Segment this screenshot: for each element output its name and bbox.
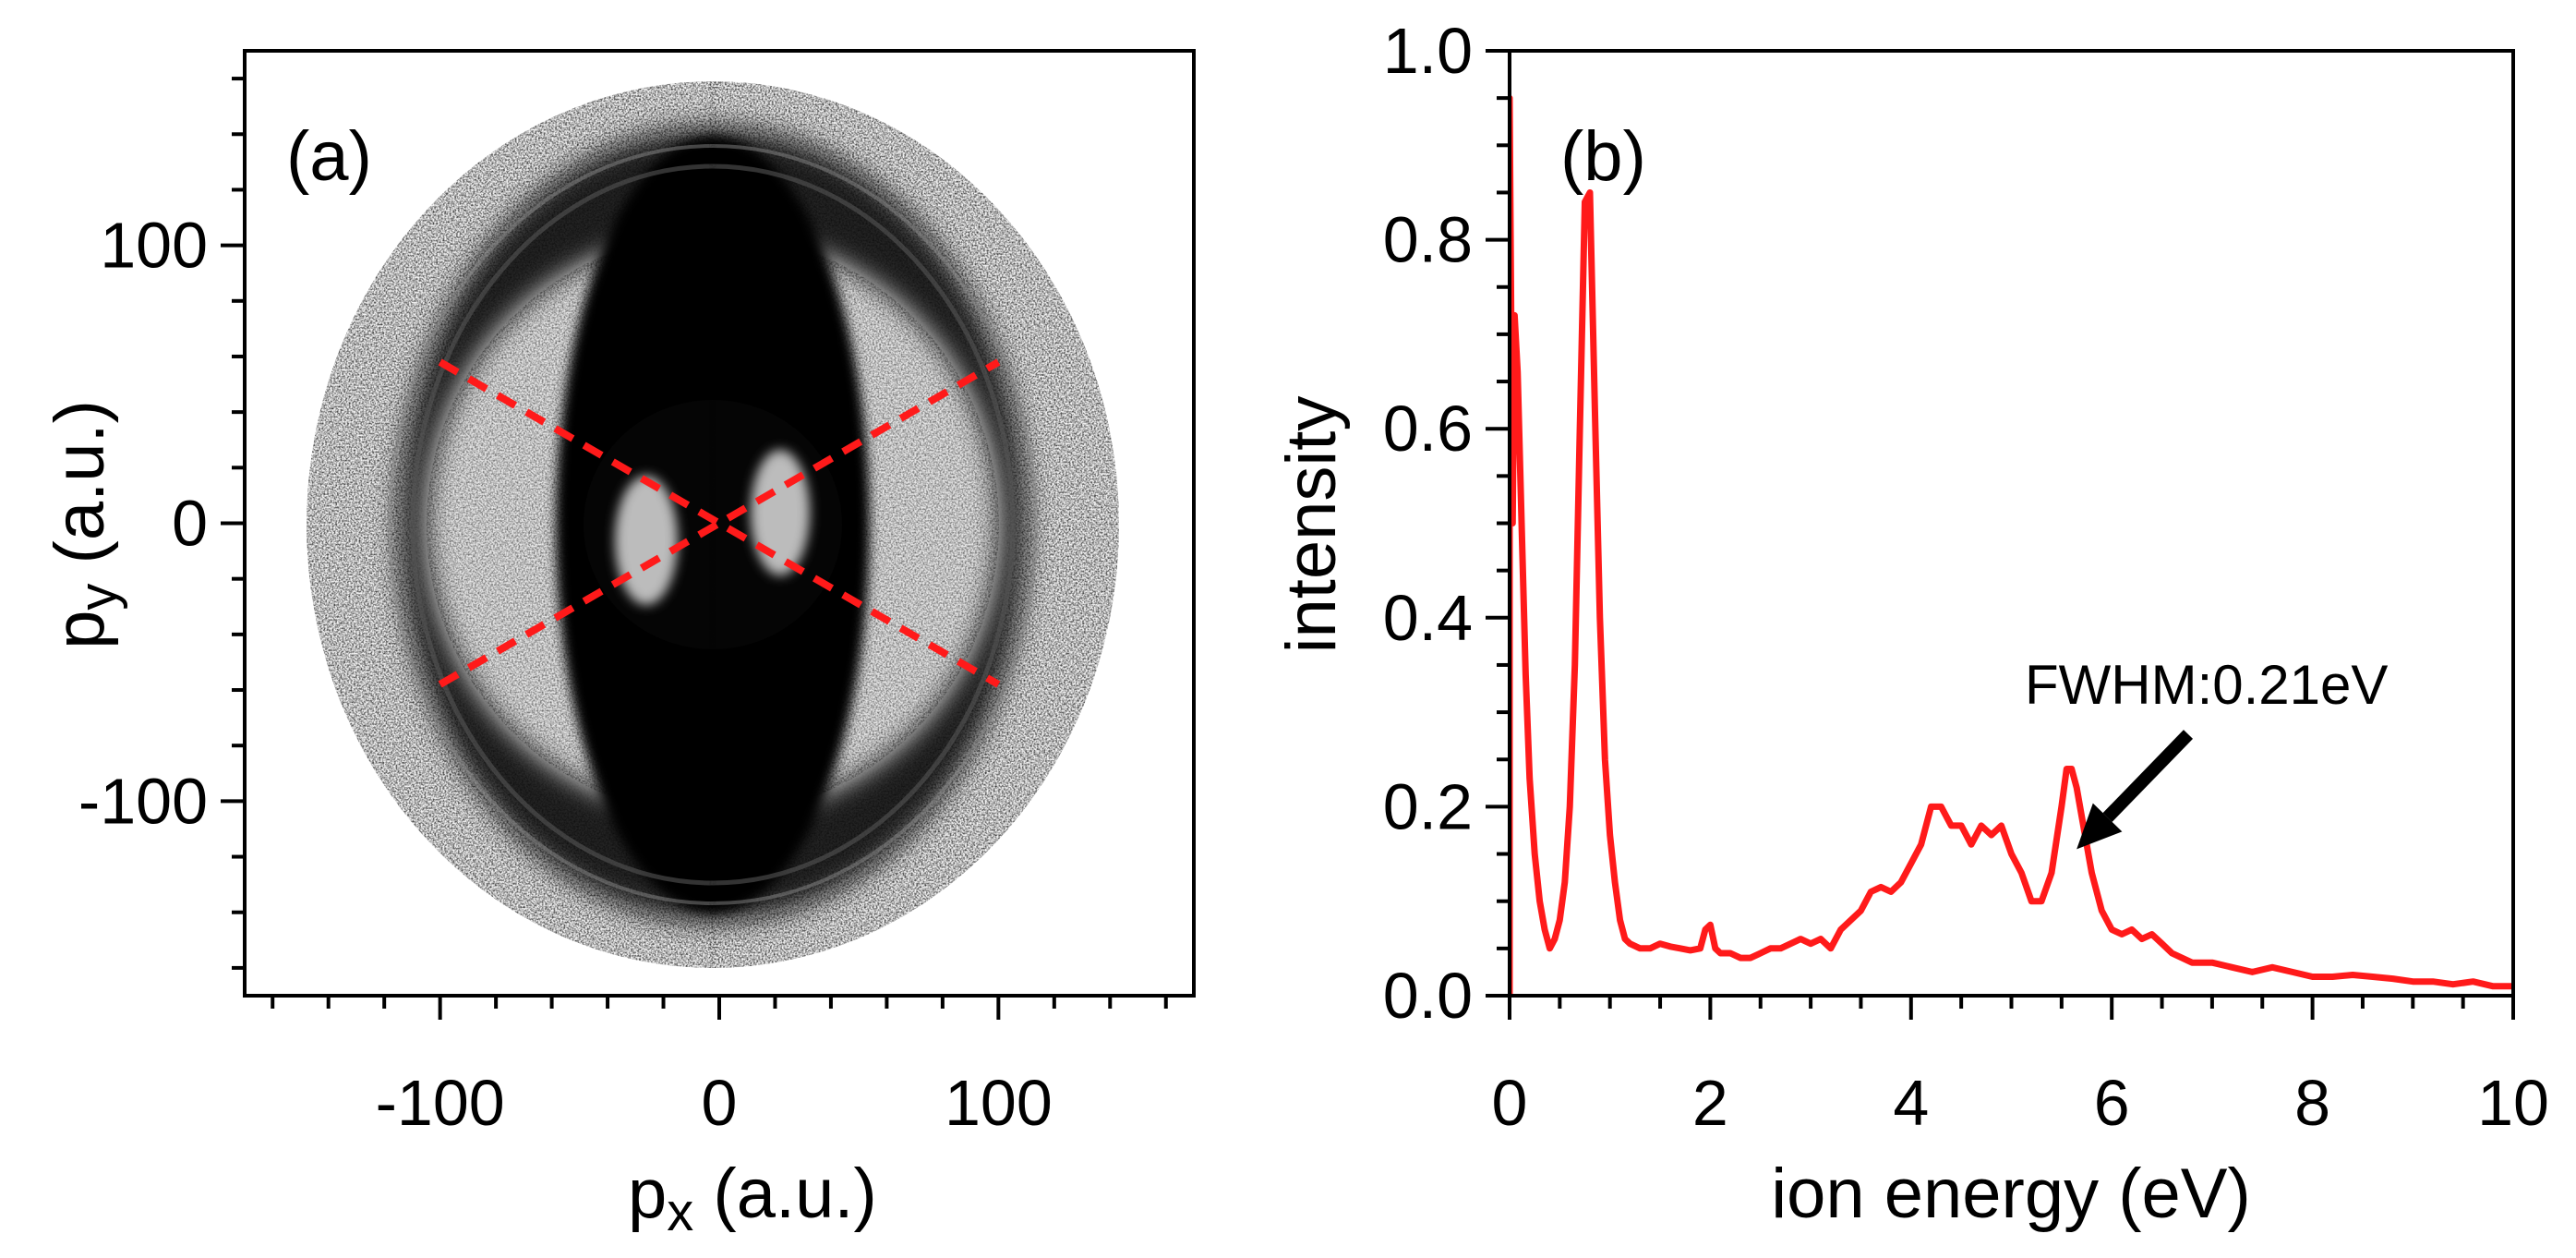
x-tick-label: 0: [1492, 1067, 1528, 1139]
y-tick-label: 0.4: [1383, 582, 1473, 654]
panel-b-label: (b): [1560, 117, 1646, 196]
arrow-shaft: [2102, 730, 2194, 822]
panel-b-energy-spectrum: 0 2 4 6 8 10 0.0 0.2 0.4 0.6 0.8 1.0 (b) FWHM:0.21e…: [1272, 15, 2549, 1233]
x-tick-label: 100: [945, 1067, 1053, 1139]
y-tick-label: 0.8: [1383, 204, 1473, 276]
panel-a-x-axis-label: px (a.u.): [628, 1155, 877, 1242]
dashed-line-group: [438, 358, 1001, 688]
y-tick-label: 0: [172, 488, 208, 560]
fwhm-annotation: FWHM:0.21eV: [2025, 654, 2388, 716]
red-dashed-line: [438, 358, 1001, 688]
panel-b-y-axis-label: intensity: [1272, 396, 1351, 654]
x-tick-label: 4: [1893, 1067, 1929, 1139]
x-tick-label: 6: [2094, 1067, 2130, 1139]
panel-a-y-axis-label: py (a.u.): [41, 400, 128, 649]
y-tick-label: 100: [100, 210, 208, 282]
panel-b-x-axis-label: ion energy (eV): [1771, 1155, 2251, 1233]
y-tick-label: 0.2: [1383, 770, 1473, 842]
y-tick-label: 0.6: [1383, 393, 1473, 465]
panel-a-ticks: [221, 77, 1168, 1020]
x-tick-label: -100: [376, 1067, 505, 1139]
x-tick-label: 0: [702, 1067, 738, 1139]
y-tick-label: -100: [78, 765, 208, 837]
x-tick-label: 10: [2477, 1067, 2549, 1139]
panel-a-label: (a): [286, 117, 372, 196]
panel-a-momentum-image: -100 0 100 100 0 -100 (a) px (a.u.) py (a.u.): [41, 49, 1196, 1242]
panel-b-tick-labels: 0 2 4 6 8 10 0.0 0.2 0.4 0.6 0.8 1.0: [1383, 15, 2549, 1139]
y-tick-label: 1.0: [1383, 15, 1473, 87]
red-dashed-line: [438, 358, 1001, 688]
x-tick-label: 2: [1692, 1067, 1728, 1139]
x-tick-label: 8: [2294, 1067, 2330, 1139]
panel-b-ticks: [1486, 49, 2515, 1020]
panel-a-tick-labels: -100 0 100 100 0 -100: [78, 210, 1053, 1139]
fwhm-arrow: [2076, 730, 2194, 850]
spectrum-line: [1510, 94, 2513, 996]
y-tick-label: 0.0: [1383, 960, 1473, 1032]
arrow-head: [2076, 803, 2123, 850]
